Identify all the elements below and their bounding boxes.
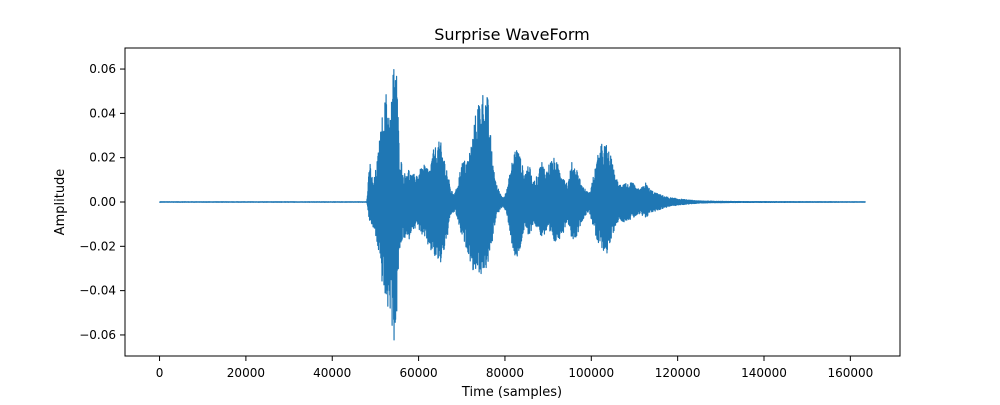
chart-title: Surprise WaveForm — [434, 25, 590, 44]
x-tick-label: 0 — [156, 366, 164, 380]
y-axis-label: Amplitude — [53, 169, 68, 236]
x-tick-label: 80000 — [486, 366, 524, 380]
y-tick-label: −0.06 — [79, 328, 116, 342]
y-tick-label: −0.02 — [79, 239, 116, 253]
y-tick-label: −0.04 — [79, 284, 116, 298]
y-tick-label: 0.04 — [89, 106, 116, 120]
y-tick-label: 0.00 — [89, 195, 116, 209]
x-axis-label: Time (samples) — [461, 385, 562, 400]
x-tick-label: 60000 — [399, 366, 437, 380]
waveform-line — [159, 69, 866, 341]
x-axis: 0 20000 40000 60000 80000 100000 120000 140000 1… — [156, 356, 873, 380]
x-tick-label: 20000 — [227, 366, 265, 380]
x-tick-label: 120000 — [655, 366, 701, 380]
y-tick-label: 0.06 — [89, 62, 116, 76]
x-tick-label: 100000 — [568, 366, 614, 380]
x-tick-label: 160000 — [827, 366, 873, 380]
x-tick-label: 40000 — [313, 366, 351, 380]
plot-frame — [124, 47, 901, 357]
y-tick-label: 0.02 — [89, 151, 116, 165]
y-axis: −0.06 −0.04 −0.02 0.00 0.02 0.04 0.06 — [79, 62, 125, 342]
x-tick-label: 140000 — [741, 366, 787, 380]
plot-area — [159, 69, 866, 341]
